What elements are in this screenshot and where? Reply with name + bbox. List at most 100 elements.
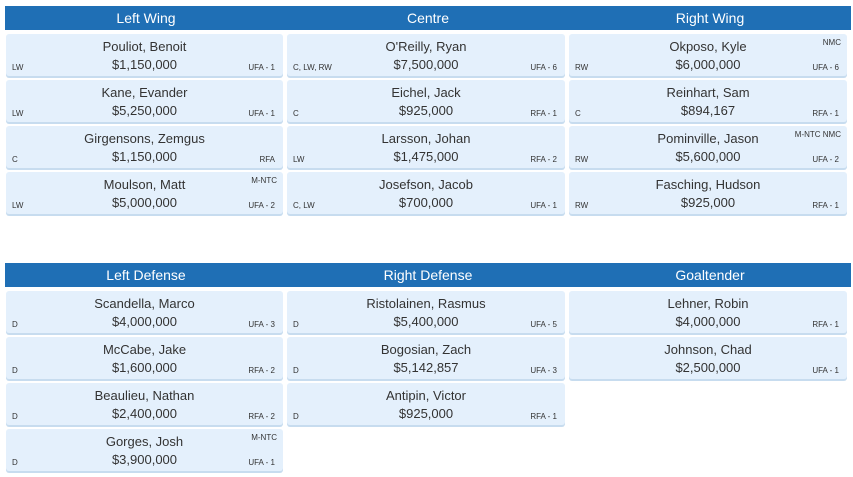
centre-column: O'Reilly, Ryan $7,500,000 C, LW, RW UFA - 6… [287, 34, 569, 218]
player-card[interactable]: McCabe, Jake $1,600,000 D RFA - 2 [6, 337, 283, 379]
player-contract: RFA [259, 155, 275, 164]
player-clause: M-NTC NMC [794, 130, 841, 139]
player-position: LW [293, 155, 305, 164]
player-card[interactable]: Pominville, Jason $5,600,000 RW UFA - 2 M-NT… [569, 126, 847, 168]
player-contract: UFA - 2 [248, 201, 275, 210]
player-salary: $5,250,000 [111, 103, 178, 118]
player-position: RW [575, 155, 589, 164]
player-name[interactable]: Kane, Evander [101, 85, 188, 100]
player-name[interactable]: McCabe, Jake [102, 342, 187, 357]
player-contract: UFA - 1 [248, 458, 275, 467]
player-card[interactable]: Eichel, Jack $925,000 C RFA - 1 [287, 80, 565, 122]
player-salary: $925,000 [398, 406, 454, 421]
player-card[interactable]: Lehner, Robin $4,000,000 RFA - 1 [569, 291, 847, 333]
forwards-section: Left Wing Centre Right Wing Pouliot, Ben… [5, 6, 851, 218]
player-salary: $5,600,000 [675, 149, 741, 164]
player-salary: $4,000,000 [111, 314, 178, 329]
player-name[interactable]: Ristolainen, Rasmus [366, 296, 486, 311]
header-left-defense: Left Defense [106, 267, 186, 283]
player-position: D [12, 458, 18, 467]
player-name[interactable]: Scandella, Marco [94, 296, 195, 311]
player-card[interactable]: Beaulieu, Nathan $2,400,000 D RFA - 2 [6, 383, 283, 425]
player-position: D [293, 320, 299, 329]
player-position: C [575, 109, 581, 118]
player-name[interactable]: O'Reilly, Ryan [385, 39, 467, 54]
player-contract: RFA - 1 [812, 320, 839, 329]
player-card[interactable]: Pouliot, Benoit $1,150,000 LW UFA - 1 [6, 34, 283, 76]
player-card[interactable]: Kane, Evander $5,250,000 LW UFA - 1 [6, 80, 283, 122]
player-card[interactable]: Reinhart, Sam $894,167 C RFA - 1 [569, 80, 847, 122]
player-salary: $700,000 [398, 195, 454, 210]
forwards-header: Left Wing Centre Right Wing [5, 6, 851, 30]
player-salary: $925,000 [398, 103, 454, 118]
player-salary: $3,900,000 [111, 452, 178, 467]
player-contract: RFA - 2 [530, 155, 557, 164]
player-name[interactable]: Josefson, Jacob [379, 177, 473, 192]
right-defense-column: Ristolainen, Rasmus $5,400,000 D UFA - 5 Bog… [287, 291, 569, 475]
right-wing-column: Okposo, Kyle $6,000,000 RW UFA - 6 NMC Reinha… [569, 34, 851, 218]
player-contract: RFA - 2 [248, 412, 275, 421]
player-contract: UFA - 6 [812, 63, 839, 72]
player-position: C [12, 155, 18, 164]
player-position: RW [575, 201, 589, 210]
player-card[interactable]: Bogosian, Zach $5,142,857 D UFA - 3 [287, 337, 565, 379]
player-name[interactable]: Antipin, Victor [386, 388, 466, 403]
player-name[interactable]: Beaulieu, Nathan [94, 388, 195, 403]
player-name[interactable]: Pominville, Jason [657, 131, 759, 146]
player-name[interactable]: Eichel, Jack [391, 85, 461, 100]
player-card[interactable]: Antipin, Victor $925,000 D RFA - 1 [287, 383, 565, 425]
defense-header: Left Defense Right Defense Goaltender [5, 263, 851, 287]
player-card[interactable]: Gorges, Josh $3,900,000 D UFA - 1 M-NTC [6, 429, 283, 471]
player-position: D [293, 412, 299, 421]
player-position: C [293, 109, 299, 118]
player-name[interactable]: Okposo, Kyle [669, 39, 747, 54]
player-card[interactable]: Moulson, Matt $5,000,000 LW UFA - 2 M-NTC [6, 172, 283, 214]
player-salary: $5,142,857 [393, 360, 459, 375]
player-card[interactable]: Ristolainen, Rasmus $5,400,000 D UFA - 5 [287, 291, 565, 333]
player-clause: NMC [822, 38, 841, 47]
player-name[interactable]: Pouliot, Benoit [102, 39, 187, 54]
header-right-defense: Right Defense [383, 267, 473, 283]
player-card[interactable]: Fasching, Hudson $925,000 RW RFA - 1 [569, 172, 847, 214]
player-card[interactable]: Scandella, Marco $4,000,000 D UFA - 3 [6, 291, 283, 333]
forwards-columns: Pouliot, Benoit $1,150,000 LW UFA - 1 Kane, … [5, 30, 851, 218]
left-wing-column: Pouliot, Benoit $1,150,000 LW UFA - 1 Kane, … [5, 34, 287, 218]
player-name[interactable]: Gorges, Josh [105, 434, 184, 449]
player-clause: M-NTC [251, 176, 277, 185]
player-name[interactable]: Bogosian, Zach [380, 342, 472, 357]
player-position: D [12, 412, 18, 421]
player-contract: UFA - 1 [248, 63, 275, 72]
player-contract: UFA - 1 [530, 201, 557, 210]
player-name[interactable]: Larsson, Johan [381, 131, 471, 146]
player-salary: $925,000 [680, 195, 736, 210]
player-name[interactable]: Johnson, Chad [664, 342, 752, 357]
left-defense-column: Scandella, Marco $4,000,000 D UFA - 3 McCabe… [5, 291, 287, 475]
player-salary: $6,000,000 [675, 57, 741, 72]
player-card[interactable]: Girgensons, Zemgus $1,150,000 C RFA [6, 126, 283, 168]
player-salary: $1,150,000 [111, 149, 178, 164]
player-name[interactable]: Reinhart, Sam [666, 85, 750, 100]
player-position: C, LW [293, 201, 315, 210]
player-card[interactable]: Okposo, Kyle $6,000,000 RW UFA - 6 NMC [569, 34, 847, 76]
player-name[interactable]: Fasching, Hudson [655, 177, 761, 192]
player-contract: UFA - 1 [812, 366, 839, 375]
player-position: LW [12, 201, 24, 210]
player-position: D [12, 366, 18, 375]
player-salary: $7,500,000 [393, 57, 459, 72]
goaltender-column: Lehner, Robin $4,000,000 RFA - 1 Johnson, C… [569, 291, 851, 475]
defense-section: Left Defense Right Defense Goaltender Sc… [5, 263, 851, 475]
player-salary: $1,600,000 [111, 360, 178, 375]
player-contract: RFA - 1 [530, 412, 557, 421]
player-card[interactable]: Josefson, Jacob $700,000 C, LW UFA - 1 [287, 172, 565, 214]
player-contract: UFA - 6 [530, 63, 557, 72]
player-card[interactable]: Johnson, Chad $2,500,000 UFA - 1 [569, 337, 847, 379]
player-contract: UFA - 1 [248, 109, 275, 118]
player-name[interactable]: Moulson, Matt [103, 177, 186, 192]
player-card[interactable]: O'Reilly, Ryan $7,500,000 C, LW, RW UFA - 6 [287, 34, 565, 76]
player-salary: $1,475,000 [393, 149, 459, 164]
player-name[interactable]: Girgensons, Zemgus [84, 131, 205, 146]
player-name[interactable]: Lehner, Robin [667, 296, 749, 311]
player-salary: $5,000,000 [111, 195, 178, 210]
player-card[interactable]: Larsson, Johan $1,475,000 LW RFA - 2 [287, 126, 565, 168]
player-position: LW [12, 63, 24, 72]
